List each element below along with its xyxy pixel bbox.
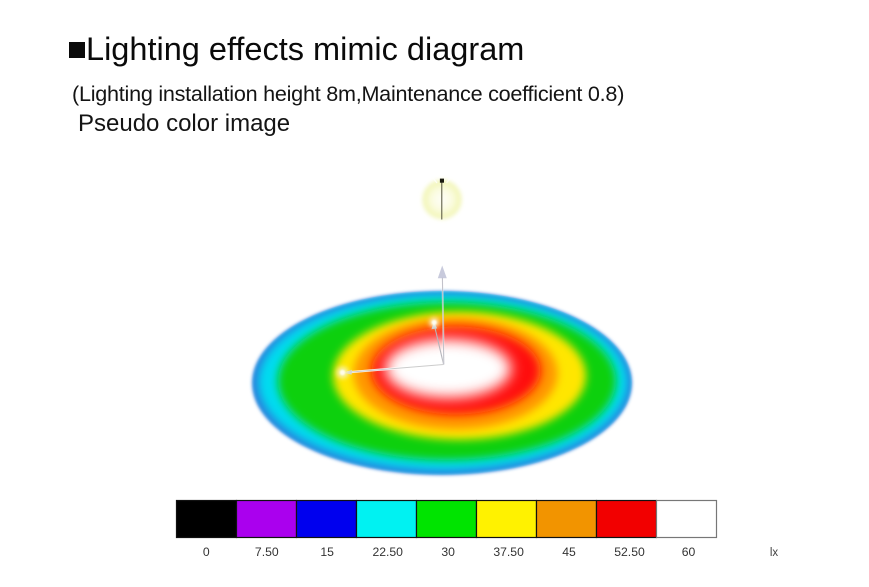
svg-text:lx: lx xyxy=(770,547,779,559)
svg-text:30: 30 xyxy=(441,545,455,559)
svg-text:45: 45 xyxy=(562,545,576,559)
svg-text:37.50: 37.50 xyxy=(493,545,524,559)
svg-text:0: 0 xyxy=(203,545,210,559)
svg-text:60: 60 xyxy=(682,545,696,559)
svg-text:15: 15 xyxy=(320,545,334,559)
svg-text:52.50: 52.50 xyxy=(614,545,645,559)
svg-text:22.50: 22.50 xyxy=(372,545,403,559)
svg-text:7.50: 7.50 xyxy=(255,545,279,559)
